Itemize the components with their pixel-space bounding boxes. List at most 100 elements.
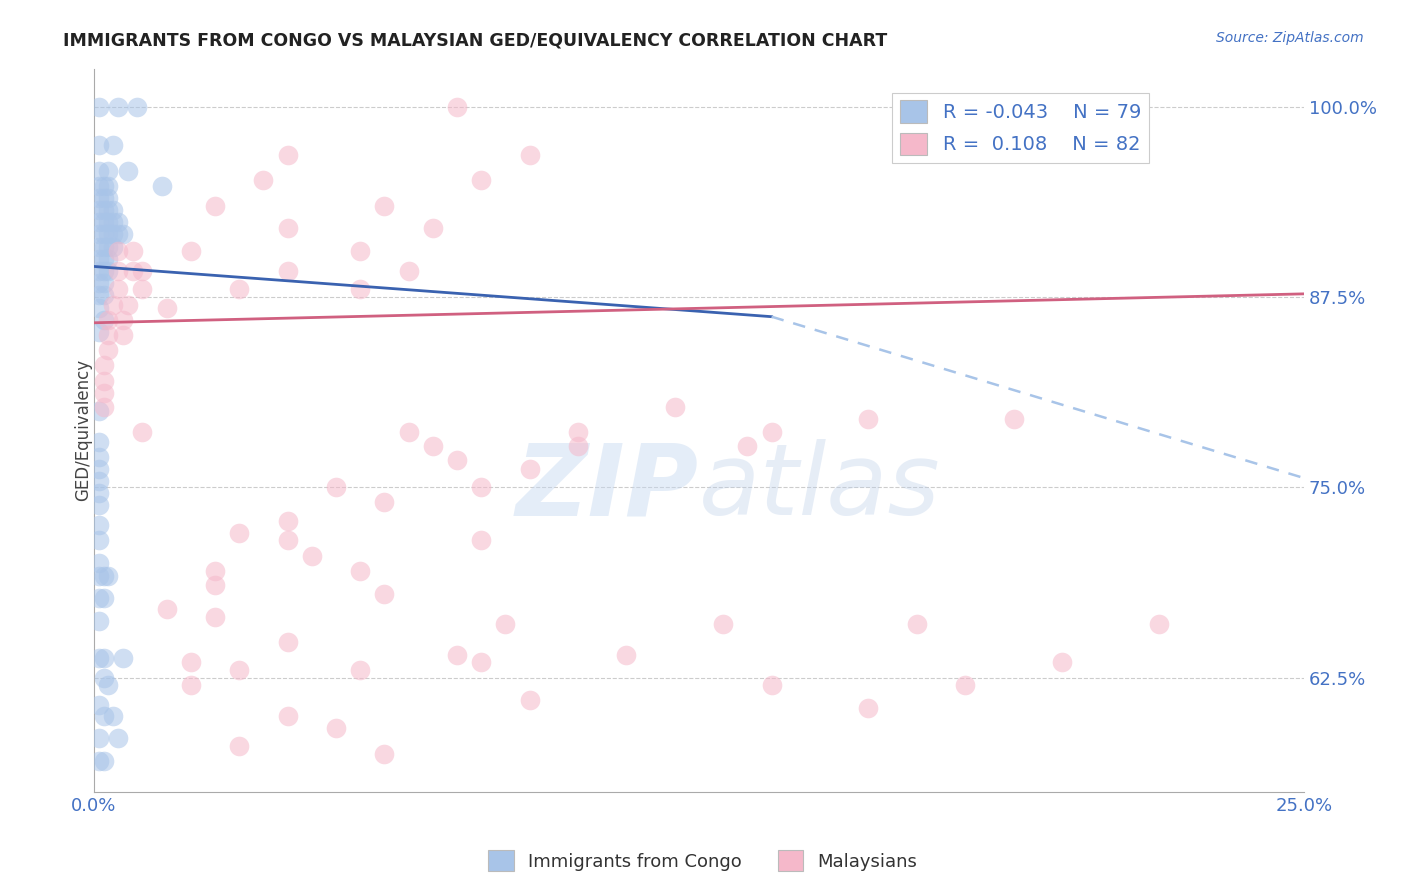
Point — [180, 655, 202, 669]
Point — [93, 264, 115, 278]
Point — [87, 191, 110, 205]
Point — [204, 198, 226, 212]
Point — [107, 264, 129, 278]
Point — [87, 486, 110, 500]
Point — [398, 264, 420, 278]
Point — [97, 264, 120, 278]
Point — [155, 301, 177, 315]
Point — [117, 163, 139, 178]
Point — [277, 221, 299, 235]
Point — [277, 635, 299, 649]
Point — [494, 617, 516, 632]
Point — [470, 172, 492, 186]
Point — [87, 137, 110, 152]
Point — [93, 374, 115, 388]
Point — [87, 163, 110, 178]
Point — [519, 148, 541, 162]
Point — [107, 282, 129, 296]
Point — [97, 191, 120, 205]
Text: ZIP: ZIP — [516, 440, 699, 536]
Point — [87, 557, 110, 571]
Point — [87, 568, 110, 582]
Point — [121, 264, 143, 278]
Point — [1002, 411, 1025, 425]
Point — [111, 650, 134, 665]
Point — [204, 564, 226, 578]
Point — [93, 400, 115, 414]
Point — [103, 297, 125, 311]
Point — [93, 227, 115, 242]
Point — [107, 731, 129, 746]
Point — [204, 577, 226, 591]
Point — [422, 221, 444, 235]
Point — [955, 678, 977, 692]
Point — [150, 178, 173, 193]
Point — [97, 163, 120, 178]
Point — [349, 663, 371, 677]
Point — [204, 609, 226, 624]
Point — [87, 650, 110, 665]
Point — [97, 312, 120, 326]
Point — [103, 240, 125, 254]
Point — [858, 701, 880, 715]
Point — [111, 328, 134, 343]
Point — [117, 297, 139, 311]
Point — [373, 587, 395, 601]
Point — [97, 252, 120, 266]
Point — [470, 533, 492, 548]
Point — [87, 462, 110, 476]
Point — [103, 203, 125, 218]
Point — [87, 591, 110, 606]
Point — [567, 425, 589, 440]
Point — [567, 439, 589, 453]
Point — [97, 568, 120, 582]
Point — [93, 671, 115, 685]
Point — [711, 617, 734, 632]
Point — [93, 591, 115, 606]
Point — [446, 99, 468, 113]
Point — [398, 425, 420, 440]
Point — [470, 480, 492, 494]
Point — [277, 264, 299, 278]
Point — [761, 425, 783, 440]
Text: Source: ZipAtlas.com: Source: ZipAtlas.com — [1216, 31, 1364, 45]
Point — [111, 227, 134, 242]
Point — [905, 617, 928, 632]
Point — [97, 678, 120, 692]
Point — [87, 99, 110, 113]
Point — [349, 282, 371, 296]
Point — [373, 198, 395, 212]
Point — [87, 288, 110, 302]
Point — [87, 518, 110, 533]
Point — [349, 564, 371, 578]
Point — [127, 99, 149, 113]
Point — [131, 425, 153, 440]
Point — [93, 288, 115, 302]
Point — [93, 178, 115, 193]
Point — [87, 325, 110, 339]
Point — [87, 450, 110, 464]
Point — [93, 359, 115, 373]
Point — [87, 698, 110, 712]
Point — [107, 227, 129, 242]
Point — [373, 747, 395, 761]
Point — [180, 244, 202, 259]
Point — [301, 549, 323, 563]
Point — [87, 227, 110, 242]
Point — [87, 301, 110, 315]
Point — [228, 663, 250, 677]
Point — [131, 282, 153, 296]
Point — [616, 648, 638, 662]
Point — [87, 276, 110, 290]
Point — [228, 525, 250, 540]
Point — [87, 533, 110, 548]
Point — [121, 244, 143, 259]
Point — [277, 533, 299, 548]
Point — [93, 240, 115, 254]
Point — [519, 693, 541, 707]
Point — [107, 244, 129, 259]
Point — [93, 252, 115, 266]
Point — [277, 708, 299, 723]
Point — [277, 148, 299, 162]
Point — [93, 385, 115, 400]
